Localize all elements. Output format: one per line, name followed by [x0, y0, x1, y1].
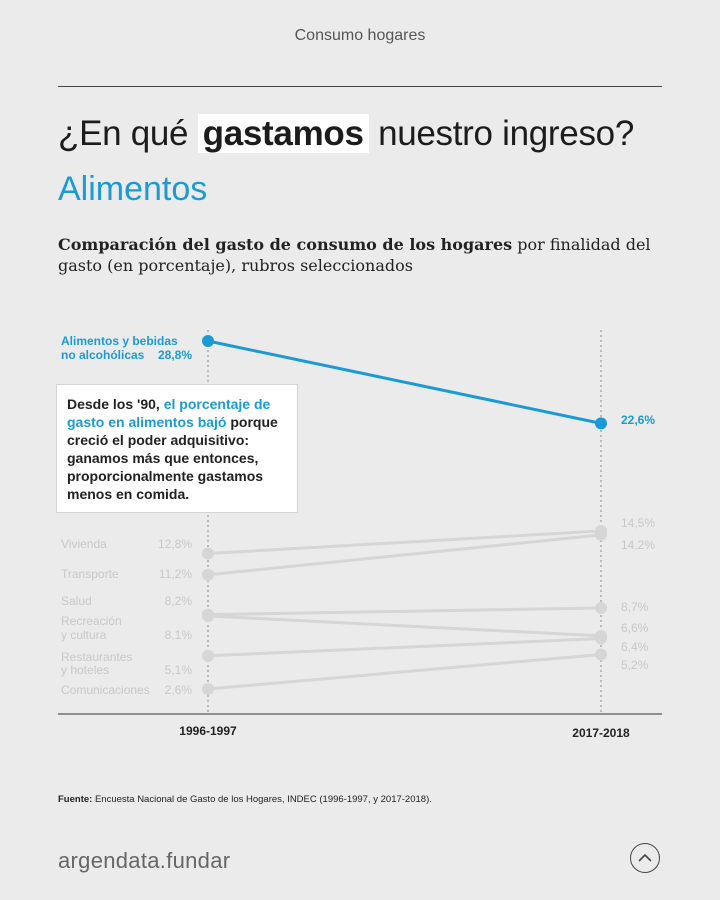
source-text: Encuesta Nacional de Gasto de los Hogare… — [92, 794, 432, 805]
value-label-vivienda-end: 14,5% — [621, 516, 655, 530]
series-line-transporte — [206, 533, 603, 577]
series-label-salud: Salud — [61, 594, 92, 608]
point-alimentos-y-bebidas-no-alcoholicas-start — [202, 335, 214, 347]
series-label-vivienda: Vivienda — [61, 537, 107, 551]
callout-pre: Desde los '90, — [67, 396, 164, 412]
series-line-vivienda — [206, 529, 603, 556]
callout-post: porque creció el poder adquisitivo: gana… — [67, 414, 278, 502]
chevron-up-icon — [638, 854, 652, 862]
point-salud-end — [595, 601, 607, 614]
title-pre: ¿En qué — [58, 114, 198, 153]
point-restaurantes-y-hoteles-start — [202, 649, 214, 662]
series-line-comunicaciones — [206, 652, 603, 691]
series-label-alimentos-y-bebidas-no-alcoholicas: no alcohólicas — [61, 348, 145, 362]
header-divider — [58, 86, 662, 87]
value-label-salud-end: 8,7% — [621, 600, 649, 614]
callout-highlight: el porcentaje de gasto en alimentos bajó — [67, 396, 271, 430]
series-label-alimentos-y-bebidas-no-alcoholicas: Alimentos y bebidas — [61, 334, 178, 348]
series-label-restaurantes-y-hoteles: y hoteles — [61, 663, 109, 677]
x-tick-label: 1996-1997 — [179, 724, 237, 738]
value-label-recreacion-y-cultura-start: 8,1% — [165, 628, 193, 642]
value-label-alimentos-y-bebidas-no-alcoholicas-end: 22,6% — [621, 413, 655, 427]
series-label-transporte: Transporte — [61, 567, 119, 581]
annotation-callout: Desde los '90, el porcentaje de gasto en… — [56, 384, 298, 513]
x-tick-label: 2017-2018 — [572, 726, 630, 740]
source-label: Fuente: — [58, 794, 93, 805]
series-label-restaurantes-y-hoteles: Restaurantes — [61, 650, 132, 664]
point-restaurantes-y-hoteles-end — [595, 632, 607, 645]
value-label-salud-start: 8,2% — [165, 594, 193, 608]
value-label-transporte-end: 14,2% — [621, 538, 655, 552]
source-note: Fuente: Encuesta Nacional de Gasto de lo… — [58, 794, 432, 805]
chart-description: Comparación del gasto de consumo de los … — [58, 234, 658, 276]
point-comunicaciones-end — [595, 648, 607, 661]
value-label-transporte-start: 11,2% — [159, 567, 192, 581]
series-line-alimentos-y-bebidas-no-alcoholicas — [206, 339, 603, 425]
value-label-restaurantes-y-hoteles-start: 5,1% — [165, 663, 193, 677]
series-line-restaurantes-y-hoteles — [206, 637, 603, 658]
point-vivienda-start — [202, 547, 214, 560]
description-bold: Comparación del gasto de consumo de los … — [58, 235, 513, 254]
section-header: Consumo hogares — [294, 27, 426, 44]
value-label-vivienda-start: 12,8% — [158, 537, 192, 551]
value-label-alimentos-y-bebidas-no-alcoholicas-start: 28,8% — [158, 348, 192, 362]
value-label-restaurantes-y-hoteles-end: 6,4% — [621, 640, 649, 654]
value-label-recreacion-y-cultura-end: 6,6% — [621, 621, 649, 635]
series-line-recreacion-y-cultura — [206, 614, 603, 638]
value-label-comunicaciones-end: 5,2% — [621, 658, 649, 672]
title-highlight: gastamos — [197, 114, 369, 153]
value-label-comunicaciones-start: 2,6% — [165, 683, 193, 697]
point-transporte-end — [595, 528, 607, 541]
point-comunicaciones-start — [202, 683, 214, 695]
page-subtitle: Alimentos — [58, 170, 208, 208]
brand-logo: argendata.fundar — [58, 848, 231, 873]
title-post: nuestro ingreso? — [368, 114, 634, 153]
page-title: ¿En qué gastamos nuestro ingreso? — [58, 114, 634, 154]
point-alimentos-y-bebidas-no-alcoholicas-end — [595, 417, 607, 430]
series-label-recreacion-y-cultura: Recreación — [61, 614, 122, 628]
point-transporte-start — [202, 568, 214, 581]
series-label-comunicaciones: Comunicaciones — [61, 683, 150, 697]
series-line-salud — [206, 606, 603, 617]
description-rest: por finalidad del gasto (en porcentaje),… — [58, 235, 651, 275]
series-label-recreacion-y-cultura: y cultura — [61, 628, 107, 642]
scroll-up-button[interactable] — [630, 843, 660, 873]
point-recreacion-y-cultura-start — [202, 609, 214, 622]
